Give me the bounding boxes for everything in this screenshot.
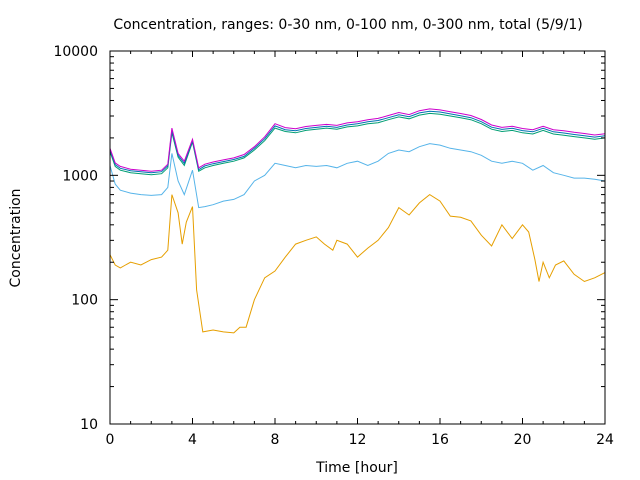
- x-tick-label-12: 12: [349, 432, 367, 448]
- x-axis-label: Time [hour]: [315, 460, 398, 476]
- series-layer: [109, 108, 606, 334]
- series-line-5: [109, 108, 606, 172]
- plot-frame: [109, 50, 606, 425]
- x-tick-label-8: 8: [271, 432, 280, 448]
- y-tick-label-10000: 10000: [53, 44, 98, 60]
- y-axis-label: Concentration: [8, 188, 24, 287]
- ticks-layer: 0 4 8 12 16 20 24 10 100 1000 10000: [53, 44, 614, 448]
- y-tick-label-100: 100: [71, 293, 98, 309]
- x-tick-label-0: 0: [106, 432, 115, 448]
- x-tick-label-24: 24: [596, 432, 614, 448]
- series-line-2: [109, 143, 606, 209]
- y-tick-label-1000: 1000: [62, 168, 98, 184]
- x-tick-label-20: 20: [514, 432, 532, 448]
- x-tick-label-16: 16: [431, 432, 449, 448]
- series-line-3: [109, 112, 606, 176]
- chart-title: Concentration, ranges: 0-30 nm, 0-100 nm…: [113, 17, 582, 33]
- x-tick-label-4: 4: [188, 432, 197, 448]
- y-tick-label-10: 10: [80, 417, 98, 433]
- series-line-4: [109, 110, 606, 174]
- series-line-1: [109, 193, 606, 334]
